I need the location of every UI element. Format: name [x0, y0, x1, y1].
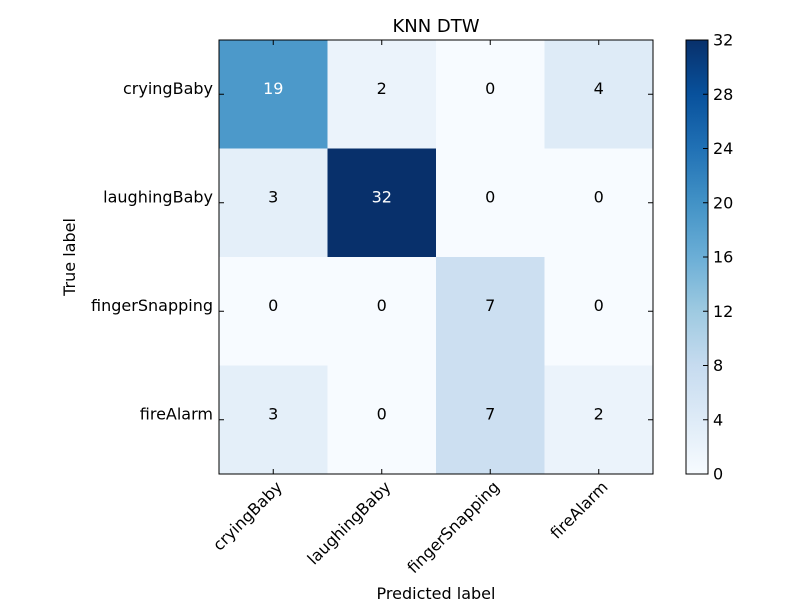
colorbar-tick-label: 16 [713, 248, 733, 267]
cell-value-label: 3 [268, 187, 278, 206]
cell-value-label: 2 [377, 79, 387, 98]
heatmap-cell [327, 257, 437, 366]
x-axis-title: Predicted label [377, 584, 496, 600]
heatmap-cell [544, 257, 654, 366]
heatmap-cell [219, 365, 328, 475]
cell-value-label: 0 [485, 79, 495, 98]
heatmap-cell [544, 365, 654, 475]
colorbar-tick-label: 28 [713, 85, 733, 104]
cell-value-label: 4 [594, 79, 604, 98]
heatmap-cell [327, 365, 437, 475]
cell-value-label: 3 [268, 404, 278, 423]
colorbar-tick-label: 8 [713, 356, 723, 375]
y-tick-label: cryingBaby [123, 79, 213, 98]
x-tick-label: fingerSnapping [403, 477, 503, 577]
heatmap-cell [219, 148, 328, 258]
heatmap-cell [219, 257, 328, 366]
y-tick-label: fireAlarm [140, 404, 213, 423]
heatmap-cell [436, 257, 545, 366]
cell-value-label: 7 [485, 296, 495, 315]
heatmap-cell [436, 148, 545, 258]
heatmap-cell [436, 365, 545, 475]
heatmap-cell [544, 40, 654, 149]
colorbar-tick-label: 12 [713, 302, 733, 321]
colorbar-tick-label: 32 [713, 31, 733, 50]
colorbar-tick-label: 0 [713, 465, 723, 484]
cell-value-label: 2 [594, 404, 604, 423]
cell-value-label: 32 [372, 187, 392, 206]
colorbar-tick-label: 20 [713, 193, 733, 212]
heatmap-cell [219, 40, 328, 149]
colorbar-tick-label: 24 [713, 139, 733, 158]
y-axis-title: True label [60, 218, 79, 297]
chart-title: KNN DTW [392, 16, 479, 37]
heatmap-cell-labels: 19 2 0 4 3 32 0 0 0 0 7 0 3 0 7 2 [263, 79, 604, 424]
cell-value-label: 0 [485, 187, 495, 206]
colorbar-tick-label: 4 [713, 410, 723, 429]
cell-value-label: 0 [594, 296, 604, 315]
x-tick-labels: cryingBaby laughingBaby fingerSnapping fire… [209, 477, 612, 577]
cell-value-label: 0 [377, 404, 387, 423]
heatmap-cell [436, 40, 545, 149]
y-tick-labels: cryingBaby laughingBaby fingerSnapping fire… [91, 79, 213, 424]
heatmap-cell [327, 40, 437, 149]
heatmap-cells [219, 40, 654, 475]
heatmap-cell [544, 148, 654, 258]
colorbar-ticks: 0 4 8 12 16 20 24 28 32 [703, 31, 733, 484]
cell-value-label: 0 [377, 296, 387, 315]
x-tick-label: laughingBaby [303, 477, 394, 568]
x-tick-label: fireAlarm [546, 477, 611, 542]
heatmap-cell [327, 148, 437, 258]
y-tick-label: fingerSnapping [91, 296, 213, 315]
cell-value-label: 19 [263, 79, 283, 98]
cell-value-label: 0 [268, 296, 278, 315]
plot-frame [218, 39, 654, 475]
axis-ticks [219, 40, 653, 474]
y-tick-label: laughingBaby [103, 187, 213, 206]
cell-value-label: 0 [594, 187, 604, 206]
cell-value-label: 7 [485, 404, 495, 423]
x-tick-label: cryingBaby [209, 477, 286, 554]
